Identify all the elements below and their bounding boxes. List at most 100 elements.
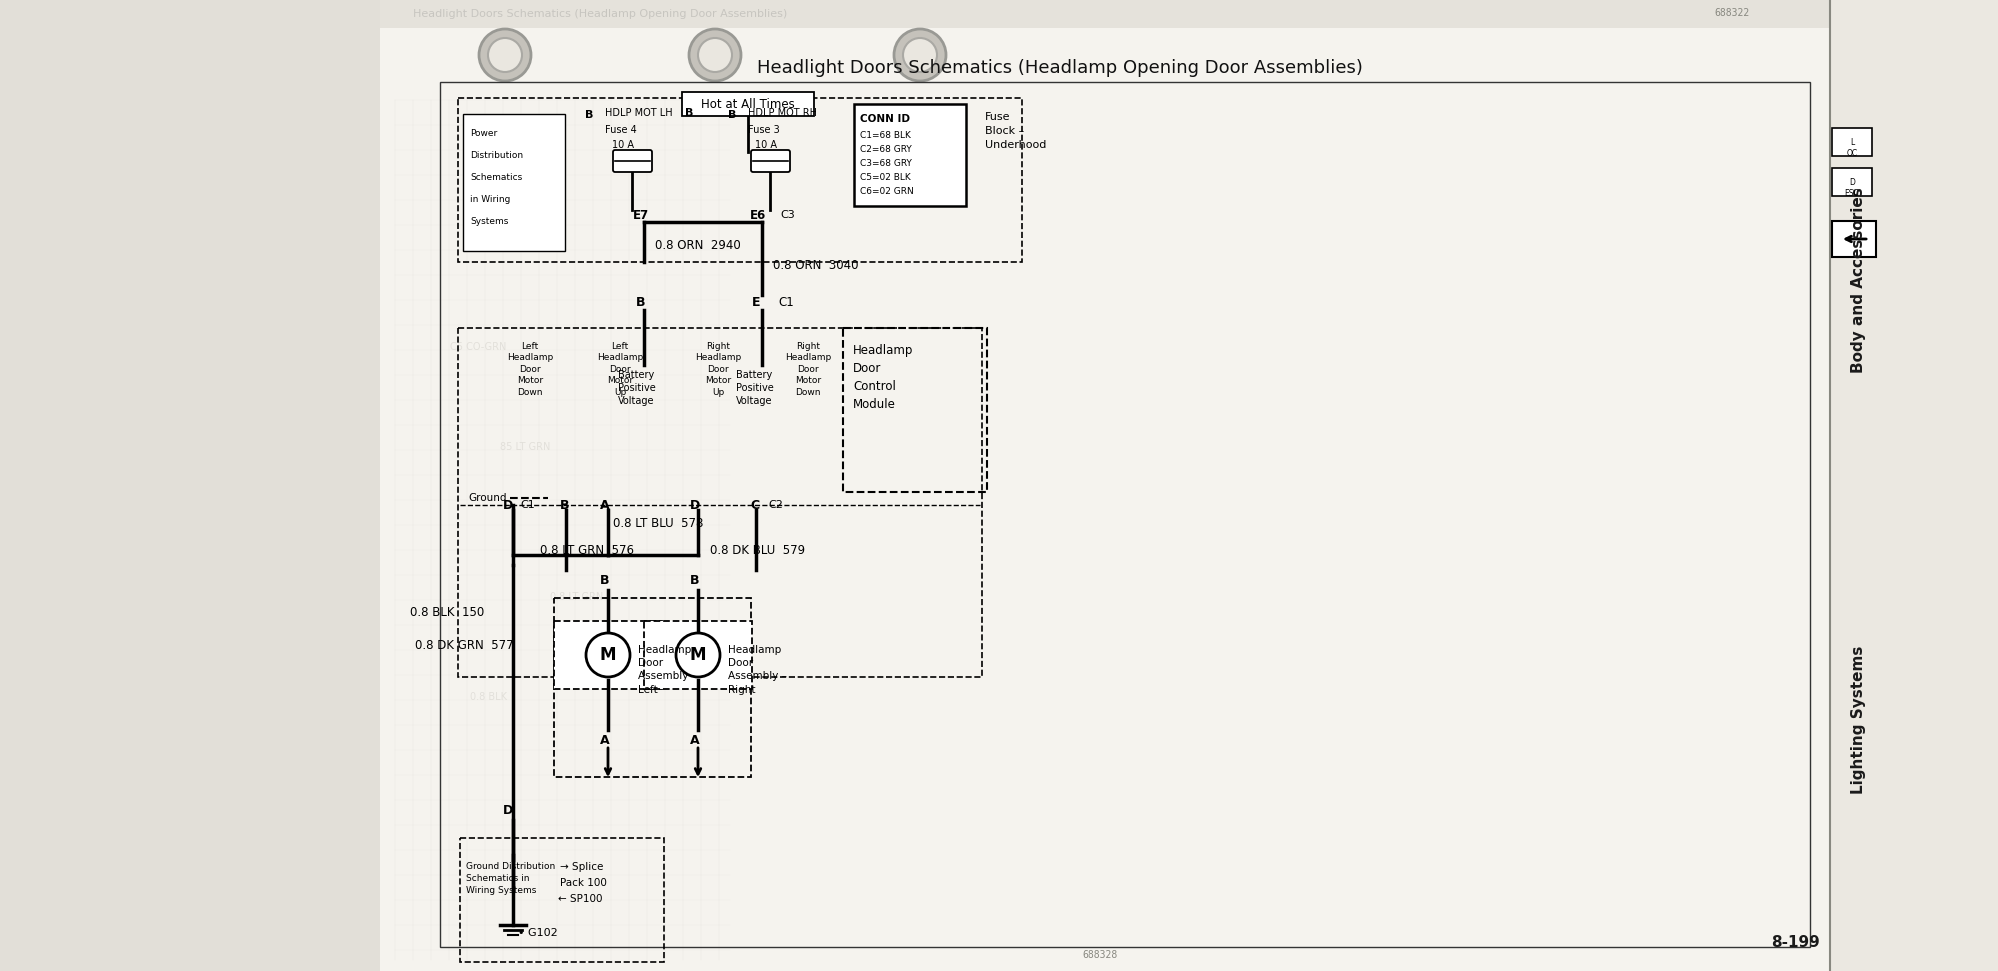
Text: Headlight Doors Schematics (Headlamp Opening Door Assemblies): Headlight Doors Schematics (Headlamp Ope… [414,9,787,19]
Text: Fuse
Block –
Underhood: Fuse Block – Underhood [985,112,1047,150]
FancyBboxPatch shape [613,150,651,172]
Text: B: B [559,498,569,512]
Text: C6=02 GRN: C6=02 GRN [859,186,913,195]
Text: A: A [599,498,609,512]
Polygon shape [380,0,440,971]
Text: OC: OC [1846,149,1858,157]
Text: ← SP100: ← SP100 [557,894,603,904]
Text: C3=68 GRY: C3=68 GRY [859,158,911,168]
Text: Module: Module [853,397,895,411]
FancyBboxPatch shape [751,150,789,172]
Polygon shape [380,0,1830,28]
Text: C1=68 BLK: C1=68 BLK [859,130,911,140]
Text: C2: C2 [767,500,783,510]
Text: Systems: Systems [470,217,507,225]
Text: Control: Control [853,380,895,392]
Text: D: D [1848,178,1854,186]
Text: Fuse 4: Fuse 4 [605,125,637,135]
Circle shape [585,633,629,677]
Text: 0.8 DK BLU  579: 0.8 DK BLU 579 [709,544,805,556]
FancyBboxPatch shape [1832,221,1876,257]
Text: 0.8 ORN  3040: 0.8 ORN 3040 [773,258,859,272]
Text: 8-199: 8-199 [1772,935,1820,950]
Text: A: A [599,733,609,747]
Text: C5=02 BLK: C5=02 BLK [859,173,911,182]
Circle shape [689,29,741,81]
Circle shape [675,633,719,677]
FancyBboxPatch shape [464,114,565,251]
Text: B: B [585,110,593,120]
Text: Schematics: Schematics [470,173,521,182]
Text: L: L [1850,138,1854,147]
Text: B: B [727,110,737,120]
Text: Headlamp
Door
Assembly –
Left: Headlamp Door Assembly – Left [637,645,697,694]
Text: 0.8 LT GRN  576: 0.8 LT GRN 576 [539,544,633,556]
Text: 688322: 688322 [1714,8,1750,18]
Text: D: D [689,498,699,512]
Text: Right
Headlamp
Door
Motor
Up: Right Headlamp Door Motor Up [695,342,741,397]
Text: ESC: ESC [1844,188,1860,197]
Text: Battery
Positive
Voltage: Battery Positive Voltage [735,370,773,407]
Text: Hot at All Times: Hot at All Times [701,97,795,111]
FancyBboxPatch shape [1832,128,1872,156]
Text: D: D [503,498,513,512]
FancyBboxPatch shape [643,621,751,689]
Text: HDLP MOT LH: HDLP MOT LH [605,108,673,118]
Text: B: B [685,108,693,118]
Text: Headlight Doors Schematics (Headlamp Opening Door Assemblies): Headlight Doors Schematics (Headlamp Ope… [757,59,1363,77]
Text: Body and Accessories: Body and Accessories [1850,187,1866,373]
Text: Distribution: Distribution [470,151,523,159]
Text: Headlamp
Door
Assembly –
Right: Headlamp Door Assembly – Right [727,645,787,694]
FancyBboxPatch shape [553,621,661,689]
Text: D: D [503,803,513,817]
Text: B: B [599,574,609,586]
FancyBboxPatch shape [1832,168,1872,196]
Text: 85 LT GRN: 85 LT GRN [500,442,549,452]
Text: M: M [689,646,705,664]
Text: 0.8 BLK  150: 0.8 BLK 150 [410,606,484,619]
Text: HDLP MOT RH: HDLP MOT RH [747,108,817,118]
Text: 10 A: 10 A [755,140,777,150]
Text: E6: E6 [749,209,767,221]
FancyBboxPatch shape [853,104,965,206]
Text: Ground Distribution
Schematics in
Wiring Systems: Ground Distribution Schematics in Wiring… [466,862,555,894]
FancyBboxPatch shape [681,92,813,116]
Text: C1: C1 [519,500,535,510]
Text: C2=68 GRY: C2=68 GRY [859,145,911,153]
Text: A: A [689,733,699,747]
Circle shape [488,38,521,72]
Text: CO-ORN: CO-ORN [500,192,539,202]
Text: E7: E7 [633,209,649,221]
Text: C3: C3 [779,210,795,220]
Text: in Wiring: in Wiring [470,194,509,204]
Text: 0.8 LT GRN: 0.8 LT GRN [549,592,603,602]
Text: • G102: • G102 [517,928,557,938]
Circle shape [903,38,937,72]
Polygon shape [1870,0,1998,971]
Text: Door: Door [853,361,881,375]
Circle shape [893,29,945,81]
Text: C5 CO-GRN: C5 CO-GRN [450,342,505,352]
Text: E: E [751,295,761,309]
Text: B: B [635,295,645,309]
Text: Power: Power [470,128,498,138]
Circle shape [480,29,531,81]
Text: M: M [599,646,615,664]
Text: 688328: 688328 [1083,950,1117,960]
Text: C1: C1 [777,295,793,309]
Text: 0.8 ORN  2940: 0.8 ORN 2940 [655,239,741,251]
Text: Pack 100: Pack 100 [559,878,607,888]
Polygon shape [380,0,1840,971]
Text: Battery
Positive
Voltage: Battery Positive Voltage [617,370,655,407]
Text: 0.8 BLK: 0.8 BLK [470,692,507,702]
Text: 0.8 LT BLU  578: 0.8 LT BLU 578 [613,517,703,529]
Text: Headlamp: Headlamp [853,344,913,356]
Text: 0.8 DK GRN  577: 0.8 DK GRN 577 [416,639,513,652]
Text: C: C [749,498,759,512]
Text: Ground: Ground [468,493,507,503]
Text: Lighting Systems: Lighting Systems [1850,646,1866,794]
Circle shape [697,38,731,72]
Text: CONN ID: CONN ID [859,114,909,124]
Text: Left
Headlamp
Door
Motor
Up: Left Headlamp Door Motor Up [597,342,643,397]
Text: B: B [689,574,699,586]
